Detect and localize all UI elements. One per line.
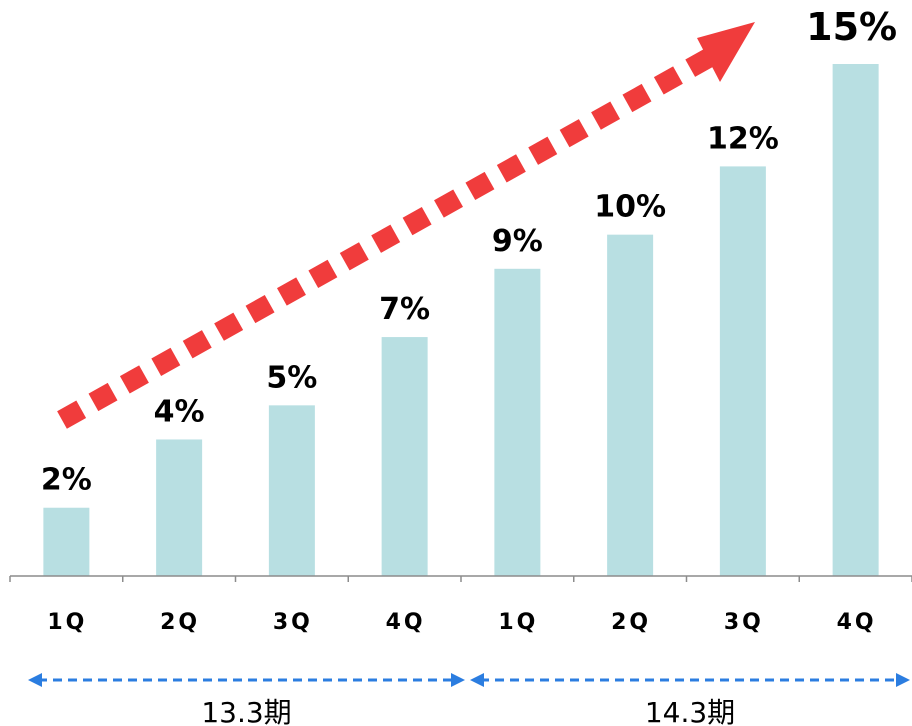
period-arrow-left-1 <box>28 673 42 687</box>
data-label-3: 5% <box>266 360 317 395</box>
trend-arrow-line <box>57 47 717 429</box>
bar-2 <box>156 439 203 576</box>
bar-6 <box>607 234 654 576</box>
tick-label-3: 3Q <box>273 610 313 635</box>
data-labels-layer: 2% 4% 5% 7% 9% 10% 12% 15% <box>41 5 897 498</box>
bar-3 <box>268 405 315 576</box>
bar-7 <box>719 166 766 576</box>
period-arrow-right-1 <box>451 673 465 687</box>
data-label-5: 9% <box>492 224 543 259</box>
period-brackets: 13.3期 14.3期 <box>28 673 910 726</box>
bar-5 <box>494 268 541 576</box>
data-label-2: 4% <box>154 394 205 429</box>
data-label-7: 12% <box>707 121 779 156</box>
tick-labels-layer: 1Q 2Q 3Q 4Q 1Q 2Q 3Q 4Q <box>47 610 877 635</box>
tick-label-2: 2Q <box>160 610 200 635</box>
data-label-6: 10% <box>594 190 666 225</box>
bars-layer <box>43 64 879 576</box>
tick-label-5: 1Q <box>498 610 538 635</box>
period-bracket-2: 14.3期 <box>470 673 910 726</box>
x-axis-ticks <box>9 576 912 582</box>
tick-label-6: 2Q <box>611 610 651 635</box>
period-label-2: 14.3期 <box>645 696 735 726</box>
tick-label-8: 4Q <box>837 610 877 635</box>
tick-label-1: 1Q <box>47 610 87 635</box>
period-arrow-left-2 <box>470 673 484 687</box>
bar-4 <box>381 337 428 576</box>
trend-arrow-head <box>697 22 755 82</box>
tick-label-4: 4Q <box>386 610 426 635</box>
bar-1 <box>43 507 90 576</box>
data-label-8: 15% <box>806 5 897 49</box>
period-arrow-right-2 <box>896 673 910 687</box>
data-label-4: 7% <box>379 292 430 327</box>
trend-arrow <box>57 22 755 429</box>
bar-8 <box>832 64 879 576</box>
period-label-1: 13.3期 <box>201 696 291 726</box>
data-label-1: 2% <box>41 463 92 498</box>
tick-label-7: 3Q <box>724 610 764 635</box>
period-bracket-1: 13.3期 <box>28 673 465 726</box>
